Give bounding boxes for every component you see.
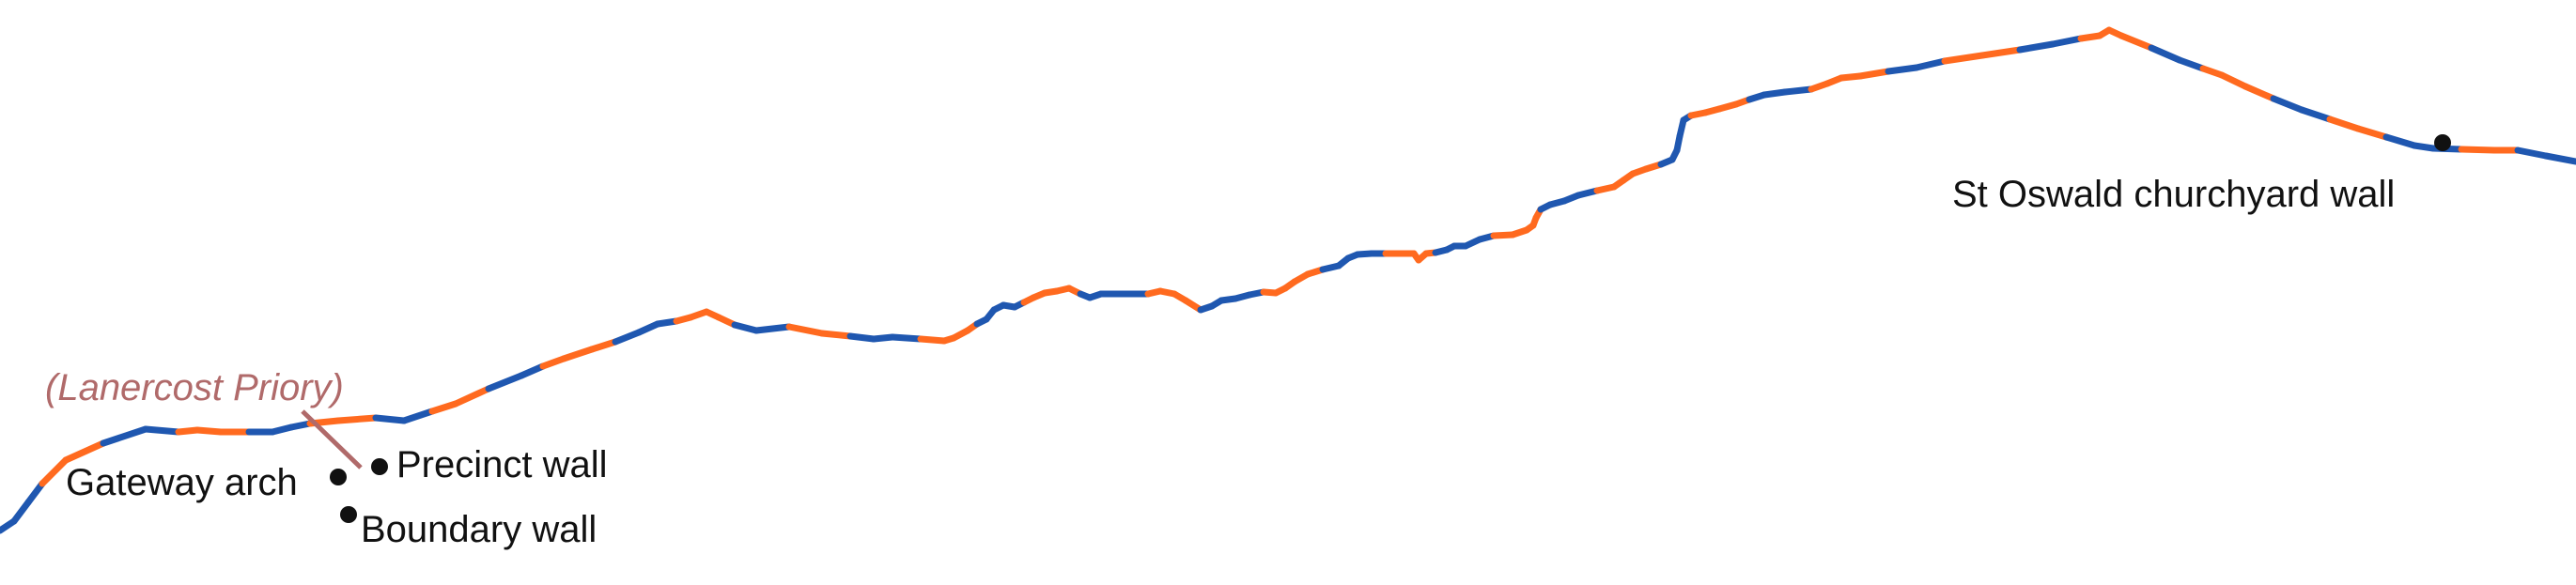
- route-segment: [917, 335, 948, 345]
- route-segment: [1913, 57, 1948, 71]
- route-segment: [846, 332, 877, 343]
- route-segment: [1781, 85, 1815, 96]
- st-oswald-label: St Oswald churchyard wall: [1952, 174, 2395, 215]
- route-segment: [2218, 71, 2249, 90]
- boundary-wall-label: Boundary wall: [361, 509, 597, 550]
- gateway-arch-marker: [330, 469, 347, 485]
- route-segment: [560, 346, 596, 362]
- route-segment: [612, 329, 643, 346]
- boundary-wall-marker: [340, 506, 357, 523]
- route-segment: [518, 362, 547, 379]
- route-segment: [142, 425, 182, 436]
- route-segment: [2118, 32, 2155, 52]
- st-oswald-marker: [2434, 134, 2451, 151]
- route-segment: [2514, 146, 2550, 160]
- route-segment: [2176, 56, 2207, 72]
- route-segment: [39, 456, 70, 487]
- route-segment: [1979, 46, 2024, 59]
- route-segment: [24, 480, 46, 506]
- route-segment: [372, 414, 408, 424]
- route-segment: [334, 414, 380, 424]
- route-segment: [485, 372, 525, 393]
- lanercost-priory-label: (Lanercost Priory): [45, 367, 344, 408]
- route-segment: [10, 499, 32, 525]
- route-segment: [753, 323, 793, 334]
- route-segment: [1761, 88, 1789, 99]
- route-segment: [100, 425, 149, 447]
- route-segment: [2199, 65, 2226, 79]
- gateway-arch-label: Gateway arch: [66, 462, 298, 503]
- route-segment: [400, 408, 436, 424]
- precinct-wall-marker: [371, 458, 388, 475]
- route-segment: [2242, 83, 2277, 102]
- precinct-wall-label: Precinct wall: [396, 444, 608, 485]
- route-segment: [194, 426, 225, 436]
- route-segment: [889, 333, 924, 343]
- route-segment: [539, 355, 567, 370]
- route-segment: [1856, 68, 1892, 80]
- route-segment: [2354, 125, 2390, 141]
- route-segment: [2049, 35, 2085, 48]
- route-segment: [2382, 133, 2418, 149]
- route-segment: [818, 330, 854, 340]
- route-segment: [2298, 106, 2334, 123]
- route-segment: [731, 321, 760, 334]
- route-segment: [2542, 152, 2576, 165]
- route-segment: [2148, 44, 2183, 64]
- route-segment: [2326, 115, 2362, 132]
- route-segment: [2016, 40, 2056, 54]
- route-segment: [62, 439, 107, 464]
- route-segment: [428, 400, 459, 415]
- route-line: [0, 26, 2576, 534]
- route-segment: [2458, 146, 2498, 154]
- route-segment: [1941, 52, 1986, 65]
- route-segment: [2270, 95, 2305, 114]
- route-segment: [785, 323, 826, 337]
- route-segment: [588, 338, 619, 353]
- route-segment: [1885, 64, 1920, 75]
- priory-leader-line: [301, 409, 363, 470]
- route-segment: [635, 320, 661, 336]
- route-segment: [452, 385, 492, 408]
